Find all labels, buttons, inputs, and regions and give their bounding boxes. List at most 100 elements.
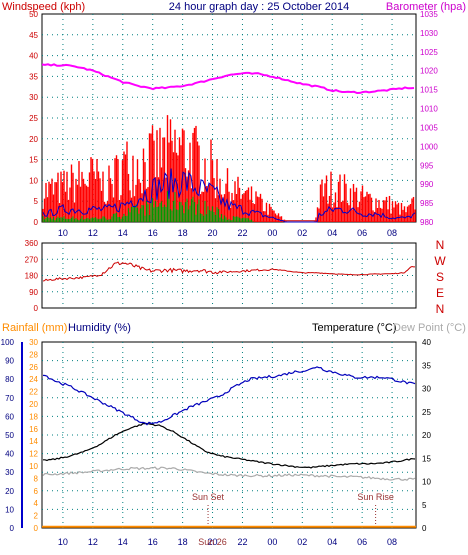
temperature-x-tick-label: 06 bbox=[357, 537, 367, 547]
barometer-tick-label: 1030 bbox=[420, 29, 438, 38]
wind-x-tick-label: 02 bbox=[297, 228, 307, 238]
humidity-line bbox=[42, 366, 416, 426]
day-label: Sun 26 bbox=[198, 537, 227, 547]
wind-x-tick-label: 20 bbox=[208, 228, 218, 238]
rainfall-tick-label: 28 bbox=[29, 350, 38, 359]
rainfall-tick-label: 10 bbox=[29, 462, 38, 471]
barometer-tick-label: 995 bbox=[420, 161, 434, 170]
barometer-line bbox=[41, 63, 415, 95]
windspeed-tick-label: 5 bbox=[34, 197, 39, 206]
wind-x-tick-label: 08 bbox=[387, 228, 397, 238]
barometer-tick-label: 980 bbox=[420, 218, 434, 227]
temperature-x-tick-label: 04 bbox=[327, 537, 337, 547]
temperature-tick-label: 10 bbox=[422, 478, 431, 487]
temperature-tick-label: 5 bbox=[422, 501, 427, 510]
barometer-axis-title: Barometer (hpa) bbox=[386, 1, 466, 13]
humidity-tick-label: 40 bbox=[5, 450, 14, 459]
barometer-tick-label: 1010 bbox=[420, 105, 438, 114]
windspeed-tick-label: 15 bbox=[29, 156, 38, 165]
barometer-tick-label: 1035 bbox=[420, 10, 438, 19]
wind-x-tick-label: 10 bbox=[58, 228, 68, 238]
windspeed-tick-label: 40 bbox=[29, 52, 38, 61]
wind-x-tick-label: 22 bbox=[237, 228, 247, 238]
direction-tick-label: 180 bbox=[25, 272, 39, 281]
humidity-tick-label: 30 bbox=[5, 468, 14, 477]
wind-x-tick-label: 14 bbox=[118, 228, 128, 238]
temperature-x-tick-label: 16 bbox=[148, 537, 158, 547]
temperature-line bbox=[43, 422, 416, 469]
sunrise-label: Sun Rise bbox=[357, 492, 394, 502]
humidity-tick-label: 70 bbox=[5, 394, 14, 403]
rainfall-tick-label: 4 bbox=[34, 499, 39, 508]
temperature-humidity-panel: 0102030405060708090100024681012141618202… bbox=[1, 338, 432, 547]
windspeed-tick-label: 0 bbox=[34, 218, 39, 227]
wind-x-tick-label: 04 bbox=[327, 228, 337, 238]
temperature-x-tick-label: 00 bbox=[267, 537, 277, 547]
rainfall-axis-title: Rainfall (mm) bbox=[2, 322, 67, 334]
windspeed-tick-label: 35 bbox=[29, 72, 38, 81]
windspeed-tick-label: 30 bbox=[29, 93, 38, 102]
barometer-tick-label: 985 bbox=[420, 199, 434, 208]
barometer-tick-label: 990 bbox=[420, 180, 434, 189]
rainfall-tick-label: 14 bbox=[29, 437, 38, 446]
rainfall-tick-label: 18 bbox=[29, 412, 38, 421]
windspeed-axis-title: Windspeed (kph) bbox=[2, 1, 85, 13]
compass-label: W bbox=[434, 254, 446, 268]
sunset-label: Sun Set bbox=[192, 492, 225, 502]
temperature-tick-label: 35 bbox=[422, 361, 431, 370]
temperature-x-tick-label: 14 bbox=[118, 537, 128, 547]
barometer-tick-label: 1025 bbox=[420, 48, 438, 57]
windspeed-tick-label: 50 bbox=[29, 10, 38, 19]
rainfall-tick-label: 30 bbox=[29, 338, 38, 347]
windspeed-tick-label: 10 bbox=[29, 176, 38, 185]
temperature-x-tick-label: 22 bbox=[237, 537, 247, 547]
temperature-tick-label: 20 bbox=[422, 431, 431, 440]
direction-tick-label: 270 bbox=[25, 255, 39, 264]
temperature-x-tick-label: 08 bbox=[387, 537, 397, 547]
temperature-tick-label: 25 bbox=[422, 408, 431, 417]
temperature-tick-label: 15 bbox=[422, 454, 431, 463]
rainfall-tick-label: 2 bbox=[34, 512, 39, 521]
rainfall-tick-label: 8 bbox=[34, 474, 39, 483]
barometer-tick-label: 1000 bbox=[420, 142, 438, 151]
direction-tick-label: 0 bbox=[34, 304, 39, 313]
direction-plot-area bbox=[41, 242, 417, 309]
compass-label: E bbox=[436, 286, 444, 300]
temperature-x-tick-label: 10 bbox=[58, 537, 68, 547]
direction-tick-label: 90 bbox=[29, 288, 38, 297]
temperature-plot-area bbox=[41, 341, 417, 529]
direction-line bbox=[42, 261, 415, 282]
windspeed-tick-label: 45 bbox=[29, 31, 38, 40]
humidity-tick-label: 60 bbox=[5, 412, 14, 421]
direction-tick-label: 360 bbox=[25, 239, 39, 248]
humidity-tick-label: 20 bbox=[5, 487, 14, 496]
temperature-tick-label: 30 bbox=[422, 385, 431, 394]
humidity-tick-label: 10 bbox=[5, 505, 14, 514]
rainfall-tick-label: 16 bbox=[29, 425, 38, 434]
chart-title: 24 hour graph day : 25 October 2014 bbox=[169, 1, 349, 13]
temperature-tick-label: 0 bbox=[422, 524, 427, 533]
humidity-tick-label: 80 bbox=[5, 375, 14, 384]
dewpoint-axis-title: Dew Point (°C) bbox=[393, 322, 466, 334]
humidity-tick-label: 90 bbox=[5, 357, 14, 366]
humidity-tick-label: 0 bbox=[10, 524, 15, 533]
humidity-tick-label: 100 bbox=[1, 338, 15, 347]
wind-x-tick-label: 18 bbox=[178, 228, 188, 238]
barometer-tick-label: 1015 bbox=[420, 86, 438, 95]
rainfall-tick-label: 26 bbox=[29, 363, 38, 372]
windaverage-line bbox=[42, 168, 416, 223]
windspeed-tick-label: 20 bbox=[29, 135, 38, 144]
temperature-tick-label: 40 bbox=[422, 338, 431, 347]
humidity-axis-title: Humidity (%) bbox=[68, 322, 131, 334]
temperature-x-tick-label: 20 bbox=[208, 537, 218, 547]
wind-x-tick-label: 12 bbox=[88, 228, 98, 238]
barometer-tick-label: 1020 bbox=[420, 67, 438, 76]
temperature-axis-title: Temperature (°C) bbox=[312, 322, 396, 334]
wind-x-tick-label: 06 bbox=[357, 228, 367, 238]
rainfall-tick-label: 20 bbox=[29, 400, 38, 409]
compass-label: N bbox=[436, 302, 445, 316]
temperature-x-tick-label: 18 bbox=[178, 537, 188, 547]
